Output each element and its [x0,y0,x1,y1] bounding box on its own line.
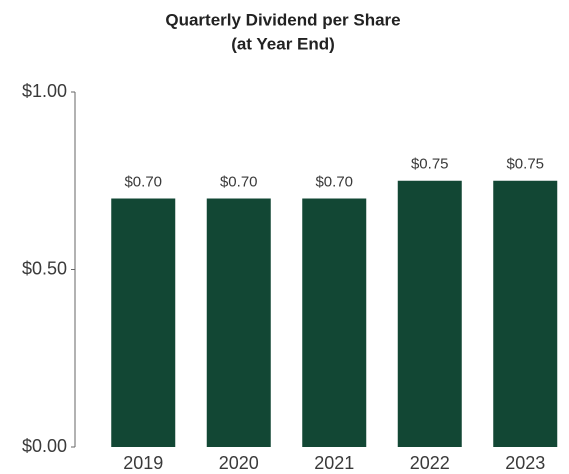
y-tick-label: $1.00 [22,81,67,101]
value-label: $0.75 [506,156,544,173]
x-tick-label: 2023 [505,453,545,473]
y-tick-label: $0.50 [22,258,67,278]
bar [397,180,462,447]
chart-title: (at Year End) [231,34,335,53]
value-label: $0.70 [220,173,258,190]
bar [111,198,176,447]
value-label: $0.70 [315,173,353,190]
value-label: $0.75 [411,156,449,173]
value-label: $0.70 [124,173,162,190]
y-tick-label: $0.00 [22,436,67,456]
x-tick-label: 2021 [314,453,354,473]
bar [302,198,367,447]
bar [493,180,558,447]
x-tick-label: 2020 [219,453,259,473]
x-tick-label: 2019 [123,453,163,473]
chart-title: Quarterly Dividend per Share [165,10,400,29]
bar [206,198,271,447]
x-tick-label: 2022 [410,453,450,473]
